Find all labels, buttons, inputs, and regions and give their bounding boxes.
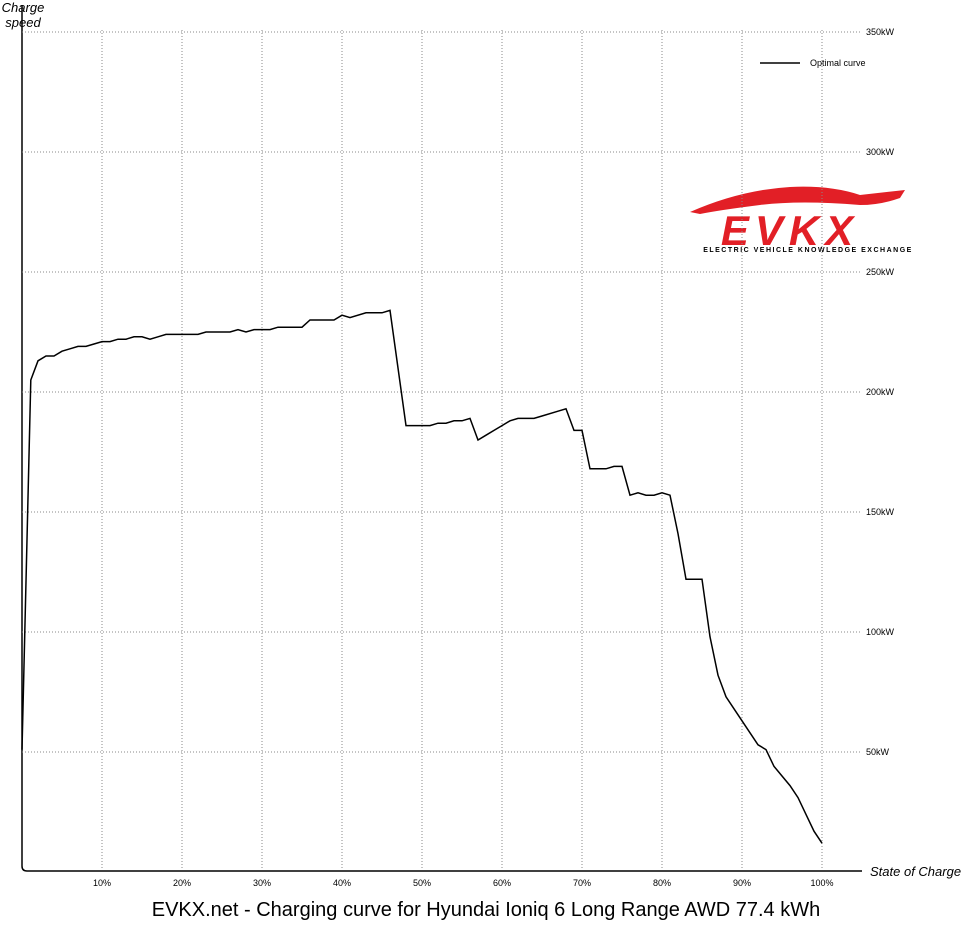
x-tick-label: 10% — [93, 878, 111, 888]
x-tick-label: 60% — [493, 878, 511, 888]
x-tick-label: 50% — [413, 878, 431, 888]
logo: EVKX ELECTRIC VEHICLE KNOWLEDGE EXCHANGE — [690, 186, 913, 254]
logo-car — [690, 186, 905, 214]
y-axis-label: Charge speed — [1, 0, 45, 30]
y-tick-label: 350kW — [866, 27, 895, 37]
legend-label: Optimal curve — [810, 58, 866, 68]
y-tick-label: 200kW — [866, 387, 895, 397]
logo-tagline: ELECTRIC VEHICLE KNOWLEDGE EXCHANGE — [703, 247, 913, 254]
x-tick-label: 20% — [173, 878, 191, 888]
x-tick-label: 90% — [733, 878, 751, 888]
series-line — [21, 309, 823, 844]
logo-text: EVKX — [721, 207, 859, 254]
x-tick-label: 100% — [810, 878, 833, 888]
y-tick-label: 100kW — [866, 627, 895, 637]
x-tick-label: 70% — [573, 878, 591, 888]
x-tick-label: 30% — [253, 878, 271, 888]
x-tick-label: 80% — [653, 878, 671, 888]
x-axis-label: State of Charge — [870, 864, 961, 879]
chart-title: EVKX.net - Charging curve for Hyundai Io… — [152, 899, 821, 921]
y-tick-label: 250kW — [866, 267, 895, 277]
y-tick-label: 150kW — [866, 507, 895, 517]
axes — [21, 5, 862, 872]
y-tick-label: 50kW — [866, 747, 890, 757]
y-tick-label: 300kW — [866, 147, 895, 157]
x-tick-label: 40% — [333, 878, 351, 888]
